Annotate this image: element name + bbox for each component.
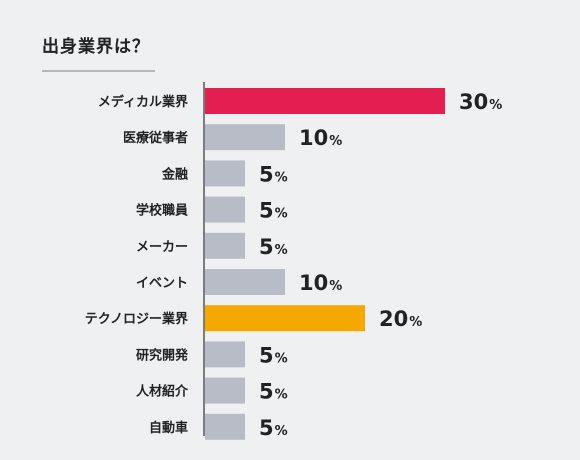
chart-title: 出身業界は？ <box>42 37 150 57</box>
bar <box>205 305 365 332</box>
title-underline <box>42 70 155 72</box>
data-label: 5% <box>259 162 288 186</box>
data-label-value: 20 <box>379 307 408 331</box>
category-label: イベント <box>136 276 188 291</box>
data-label-unit: % <box>275 170 288 185</box>
data-label: 5% <box>259 343 288 367</box>
data-label: 10% <box>299 126 342 150</box>
data-label-unit: % <box>329 134 342 149</box>
category-label: 医療従事者 <box>123 130 188 146</box>
bar <box>205 377 245 404</box>
data-label: 30% <box>459 90 502 114</box>
category-label: 自動車 <box>149 420 188 436</box>
data-label-value: 5 <box>259 343 274 367</box>
bar <box>205 88 445 114</box>
data-label-value: 5 <box>259 199 274 223</box>
data-label-value: 5 <box>259 235 274 259</box>
data-label-value: 30 <box>459 90 488 114</box>
data-label-unit: % <box>275 207 288 222</box>
data-label-unit: % <box>275 351 288 366</box>
category-label: 研究開発 <box>136 347 189 363</box>
data-label-unit: % <box>275 243 288 258</box>
bar <box>205 269 285 295</box>
category-label: 人材紹介 <box>136 384 189 400</box>
bar <box>205 341 245 368</box>
data-label: 20% <box>379 307 422 331</box>
category-label: 学校職員 <box>136 203 188 219</box>
category-label: テクノロジー業界 <box>85 311 188 327</box>
data-label-value: 10 <box>299 271 328 295</box>
category-label: 金融 <box>161 166 188 182</box>
data-label-value: 10 <box>299 126 328 150</box>
data-label-unit: % <box>409 315 422 330</box>
category-label: メーカー <box>136 240 188 255</box>
bar <box>205 196 245 223</box>
data-label: 5% <box>259 380 288 404</box>
data-label: 5% <box>259 416 288 440</box>
category-label: メディカル業界 <box>98 94 188 110</box>
data-label-unit: % <box>489 98 502 113</box>
data-label: 5% <box>259 235 288 259</box>
bar <box>205 124 285 151</box>
data-label: 5% <box>259 199 288 223</box>
data-label-value: 5 <box>259 380 274 404</box>
data-label-value: 5 <box>259 162 274 186</box>
bar <box>205 232 245 259</box>
bars-layer: メディカル業界 30% 医療従事者 10% 金融 5% 学校職員 5% メーカー 5% イベント 10… <box>85 88 502 440</box>
data-label-value: 5 <box>259 416 274 440</box>
data-label: 10% <box>299 271 342 295</box>
bar <box>205 160 245 187</box>
data-label-unit: % <box>329 279 342 294</box>
bar <box>205 413 245 440</box>
data-label-unit: % <box>275 388 288 403</box>
data-label-unit: % <box>275 424 288 439</box>
